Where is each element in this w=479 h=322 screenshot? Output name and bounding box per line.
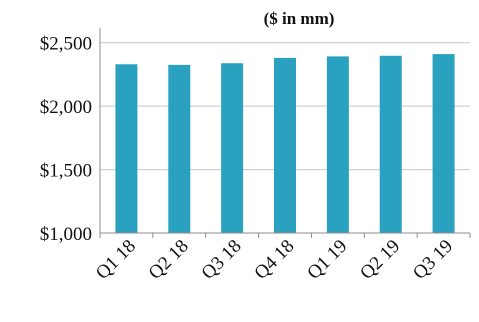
x-tick-label: Q3 19: [409, 236, 457, 284]
bar: [379, 55, 402, 233]
axes: [99, 28, 471, 238]
bar: [115, 64, 138, 233]
bars: [115, 54, 455, 234]
bar: [326, 56, 349, 233]
x-tick-label: Q4 18: [250, 236, 298, 284]
y-tick-label: $1,500: [40, 161, 92, 182]
bar: [221, 63, 244, 234]
y-tick-label: $2,000: [40, 97, 92, 118]
y-tick-label: $1,000: [40, 224, 92, 245]
x-tick-label: Q1 18: [92, 236, 140, 284]
chart-title: ($ in mm): [264, 9, 335, 28]
y-tick-label: $2,500: [40, 34, 92, 55]
x-tick-label: Q2 18: [145, 236, 193, 284]
x-tick-label: Q2 19: [356, 236, 404, 284]
bar: [432, 54, 455, 234]
bar: [168, 64, 191, 233]
y-tick-labels: $1,000 $1,500 $2,000 $2,500: [40, 34, 92, 245]
x-tick-label: Q3 18: [198, 236, 246, 284]
bar: [274, 57, 296, 233]
x-tick-label: Q1 19: [303, 236, 351, 284]
x-tick-labels: Q1 18 Q2 18 Q3 18 Q4 18 Q1 19 Q2 19 Q3 19: [92, 236, 457, 284]
